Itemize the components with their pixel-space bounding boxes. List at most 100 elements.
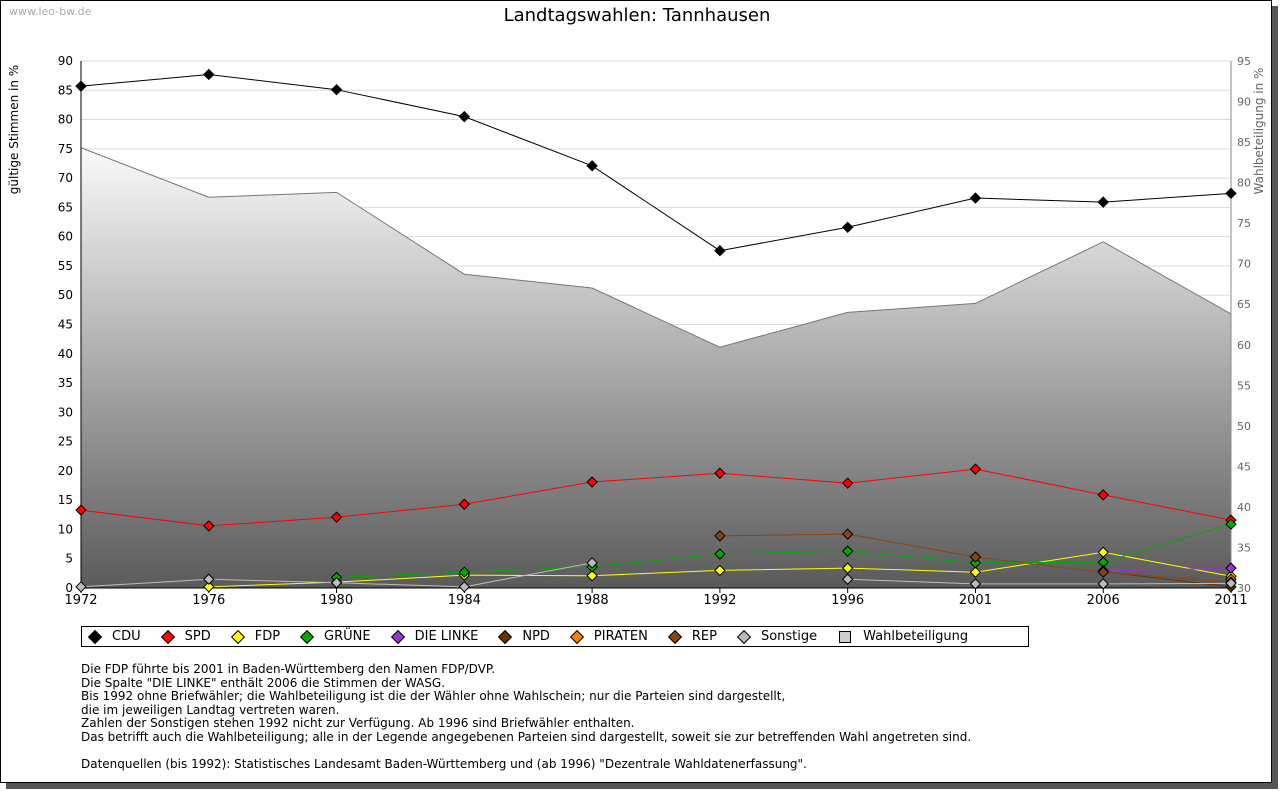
y2-tick-label: 60: [1237, 339, 1251, 352]
legend-item: REP: [667, 629, 717, 644]
legend-label: FDP: [254, 629, 281, 644]
y-tick-label: 15: [58, 493, 73, 507]
y-axis-label: gültige Stimmen in %: [7, 65, 21, 194]
point-rep: [969, 551, 982, 563]
legend-item: Sonstige: [736, 629, 818, 644]
x-tick-label: 1972: [64, 593, 97, 608]
point-sonstige: [969, 578, 982, 590]
note-line: Die FDP führte bis 2001 in Baden-Württem…: [81, 662, 496, 676]
note-line: Bis 1992 ohne Briefwähler; die Wahlbetei…: [81, 689, 786, 703]
point-fdp: [714, 564, 726, 577]
point-rep: [841, 528, 854, 540]
series-line-die-linke: [1103, 567, 1232, 572]
legend-label: Sonstige: [760, 629, 818, 644]
legend-marker-icon: [569, 629, 584, 644]
legend-item: DIE LINKE: [390, 629, 479, 644]
legend-label: CDU: [112, 629, 141, 644]
point-sonstige: [586, 557, 598, 569]
legend-item: CDU: [87, 629, 141, 644]
point-cdu: [586, 160, 598, 172]
point-sonstige: [1225, 577, 1237, 590]
series-line-cdu: [80, 73, 1232, 252]
x-tick-label: 1980: [320, 593, 353, 608]
point-grüne: [714, 548, 726, 560]
x-tick-label: 1992: [703, 593, 736, 608]
point-cdu: [714, 245, 726, 257]
series-line-sonstige: [847, 578, 1232, 585]
x-tick-label: 2006: [1087, 593, 1120, 608]
point-grüne: [1225, 518, 1237, 530]
y-tick-label: 0: [65, 581, 73, 595]
notes: Die FDP führte bis 2001 in Baden-Württem…: [81, 662, 971, 771]
legend-label: GRÜNE: [324, 629, 371, 644]
legend-label: NPD: [522, 629, 550, 644]
x-tick-label: 2011: [1214, 593, 1247, 608]
turnout-line: [80, 147, 1232, 348]
y-tick-label: 65: [58, 200, 73, 214]
legend-item: NPD: [498, 629, 550, 644]
y2-tick-label: 90: [1237, 96, 1251, 109]
x-tick-label: 2001: [959, 593, 992, 608]
chart-title: Landtagswahlen: Tannhausen: [503, 5, 771, 26]
legend-marker-icon: [667, 629, 682, 644]
point-cdu: [75, 80, 87, 92]
note-line: die im jeweiligen Landtag vertreten ware…: [81, 702, 340, 717]
chart-svg: 0 5 10 15 20 25 30 35 40 45 50 55 60 65 70 75 80 85 90 30 35…: [7, 54, 1266, 608]
x-tick-label: 1976: [192, 593, 225, 608]
y-tick-label: 30: [58, 405, 73, 419]
point-sonstige: [75, 581, 87, 593]
y-tick-label: 90: [58, 54, 73, 68]
y-tick-label: 50: [58, 288, 73, 302]
y2-tick-label: 45: [1237, 460, 1251, 473]
note-line: Die Spalte "DIE LINKE" enthält 2006 die …: [81, 675, 446, 690]
y-tick-label: 25: [58, 435, 73, 449]
y2-tick-label: 50: [1237, 420, 1251, 433]
y2-tick-label: 30: [1237, 582, 1251, 595]
y2-axis-label: Wahlbeteiligung in %: [1252, 68, 1266, 195]
y2-tick-label: 65: [1237, 298, 1251, 311]
legend-label: REP: [691, 629, 717, 644]
point-cdu: [458, 110, 471, 123]
turnout-area: [81, 147, 1231, 588]
x-tick-label: 1984: [448, 593, 481, 608]
note-line: Datenquellen (bis 1992): Statistisches L…: [81, 756, 807, 771]
legend-item: FDP: [230, 629, 281, 644]
watermark: www.leo-bw.de: [9, 5, 92, 18]
point-cdu: [1225, 187, 1237, 200]
legend-marker-icon: [299, 629, 315, 644]
y-tick-label: 35: [58, 376, 73, 390]
legend-label: PIRATEN: [593, 629, 648, 644]
y2-tick-label: 40: [1237, 501, 1251, 514]
point-rep: [714, 530, 726, 542]
point-sonstige: [330, 577, 343, 589]
legend-item: GRÜNE: [299, 629, 371, 644]
legend-label: Wahlbeteiligung: [863, 629, 969, 644]
point-spd: [330, 511, 343, 523]
legend: CDU SPD FDP GRÜNE DIE LINKE NPD PIRATEN REP Sons…: [81, 626, 1029, 647]
y-tick-label: 5: [65, 552, 73, 566]
x-tick-label: 1988: [576, 593, 609, 608]
y2-tick-label: 35: [1237, 541, 1251, 554]
legend-label: DIE LINKE: [414, 629, 479, 644]
point-cdu: [1097, 196, 1109, 208]
legend-marker-icon: [390, 629, 405, 644]
legend-marker-icon: [498, 629, 513, 644]
point-spd: [969, 463, 982, 475]
legend-label: SPD: [184, 629, 211, 644]
point-spd: [586, 476, 598, 488]
point-grüne: [969, 557, 982, 569]
point-spd: [203, 520, 215, 532]
point-fdp: [586, 569, 598, 582]
point-grüne: [458, 566, 471, 578]
point-grüne: [841, 545, 854, 557]
legend-square-icon: [839, 630, 852, 643]
x-tick-label: 1996: [831, 593, 864, 608]
point-sonstige: [458, 581, 471, 593]
y2-tick-label: 95: [1237, 55, 1251, 68]
y-tick-label: 55: [58, 259, 73, 273]
note-line: Zahlen der Sonstigen stehen 1992 nicht z…: [81, 716, 635, 730]
point-sonstige: [841, 573, 854, 585]
point-fdp: [203, 581, 215, 593]
series-line-grüne: [336, 523, 1232, 578]
